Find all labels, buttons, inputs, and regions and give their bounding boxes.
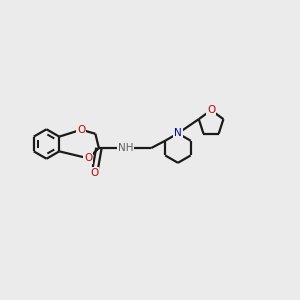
Text: O: O (207, 105, 215, 115)
Text: O: O (84, 153, 92, 163)
Text: NH: NH (118, 143, 134, 153)
Text: O: O (77, 125, 85, 135)
Text: N: N (174, 128, 182, 138)
Text: O: O (90, 168, 99, 178)
